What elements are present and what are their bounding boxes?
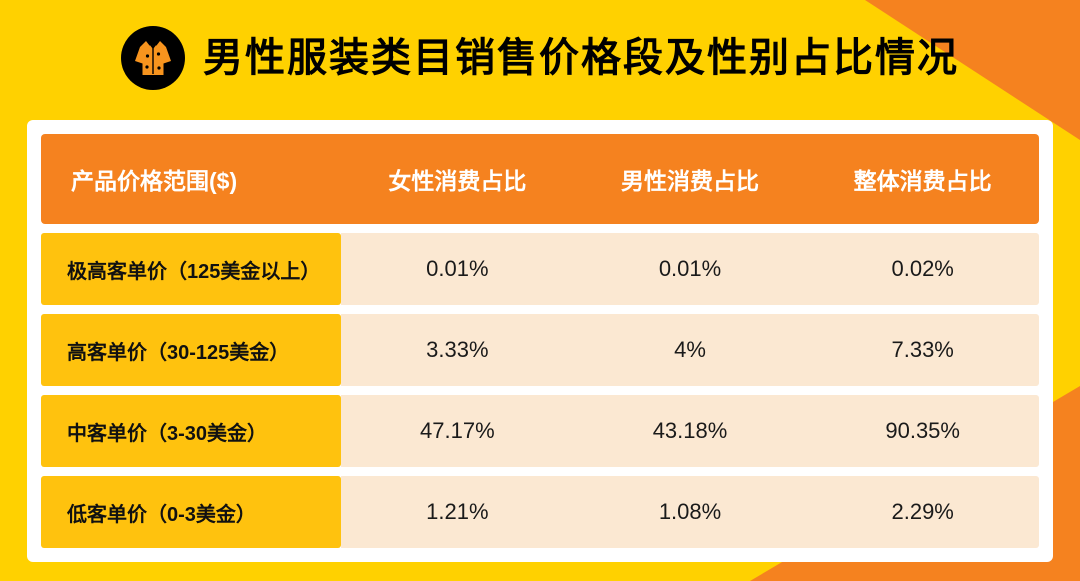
table-card: 产品价格范围($) 女性消费占比 男性消费占比 整体消费占比 极高客单价（125…	[27, 120, 1053, 562]
column-header-male-share: 男性消费占比	[621, 168, 759, 194]
value-cell-male: 1.08%	[658, 499, 722, 524]
table-row: 中客单价（3-30美金） 47.17% 43.18% 90.35%	[41, 395, 1039, 467]
header: 男性服装类目销售价格段及性别占比情况	[0, 26, 1080, 90]
table-row: 低客单价（0-3美金） 1.21% 1.08% 2.29%	[41, 476, 1039, 548]
row-values: 1.21% 1.08% 2.29%	[341, 476, 1039, 548]
row-values: 3.33% 4% 7.33%	[341, 314, 1039, 386]
row-label-cell: 高客单价（30-125美金）	[41, 314, 341, 386]
table-header-row: 产品价格范围($) 女性消费占比 男性消费占比 整体消费占比	[41, 134, 1039, 224]
value-cell-female: 0.01%	[426, 256, 489, 281]
table-row: 高客单价（30-125美金） 3.33% 4% 7.33%	[41, 314, 1039, 386]
row-values: 0.01% 0.01% 0.02%	[341, 233, 1039, 305]
row-values: 47.17% 43.18% 90.35%	[341, 395, 1039, 467]
table-row: 极高客单价（125美金以上） 0.01% 0.01% 0.02%	[41, 233, 1039, 305]
value-cell-overall: 7.33%	[891, 337, 954, 362]
row-label-cell: 低客单价（0-3美金）	[41, 476, 341, 548]
row-label-cell: 极高客单价（125美金以上）	[41, 233, 341, 305]
value-cell-female: 1.21%	[426, 499, 489, 524]
column-header-female-share: 女性消费占比	[388, 168, 527, 194]
value-cell-overall: 90.35%	[885, 418, 960, 443]
value-cell-overall: 0.02%	[891, 256, 954, 281]
page-title: 男性服装类目销售价格段及性别占比情况	[203, 36, 959, 80]
row-label-cell: 中客单价（3-30美金）	[41, 395, 341, 467]
value-cell-overall: 2.29%	[891, 499, 954, 524]
shirt-icon	[121, 26, 185, 90]
column-header-price-range: 产品价格范围($)	[71, 168, 238, 194]
value-cell-female: 47.17%	[420, 418, 495, 443]
value-cell-female: 3.33%	[426, 337, 489, 362]
value-cell-male: 4%	[674, 337, 706, 362]
value-cell-male: 0.01%	[658, 256, 722, 281]
column-header-overall-share: 整体消费占比	[853, 168, 992, 194]
value-cell-male: 43.18%	[652, 418, 728, 443]
